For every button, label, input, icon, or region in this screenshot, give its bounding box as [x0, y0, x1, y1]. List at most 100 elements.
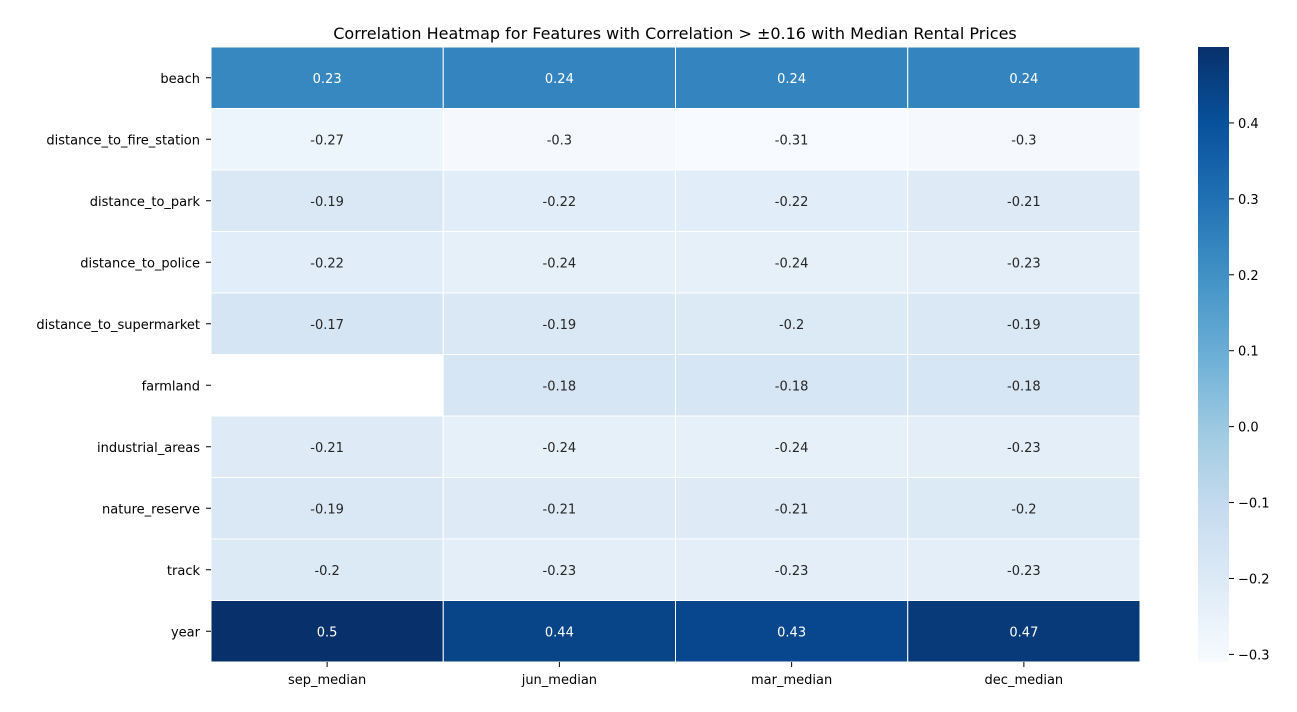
colorbar-tick-label: 0.1	[1238, 345, 1259, 360]
cell-value-label: -0.21	[775, 502, 809, 517]
colorbar-ticks: 0.4 0.3 0.2 0.1 0.0 −0.1 −0.2 −0.3	[1229, 117, 1270, 663]
heatmap-cell	[442, 292, 676, 355]
heatmap-cell	[907, 477, 1141, 540]
cell-value-label: 0.23	[313, 72, 342, 87]
colorbar-gradient	[1198, 47, 1229, 662]
heatmap-cell	[675, 46, 909, 109]
heatmap-cell	[675, 354, 909, 417]
cell-value-label: 0.24	[777, 72, 806, 87]
cell-value-label: -0.2	[779, 318, 804, 333]
cell-value-label: -0.22	[310, 256, 344, 271]
row-label: year	[171, 625, 201, 640]
row-label: track	[167, 564, 201, 579]
heatmap-cell	[907, 169, 1141, 232]
column-label: mar_median	[751, 673, 832, 688]
cell-value-label: -0.17	[310, 318, 344, 333]
colorbar-tick-label: 0.0	[1238, 421, 1259, 436]
heatmap-cell	[442, 600, 676, 663]
column-label: jun_median	[521, 673, 597, 688]
cell-value-label: -0.23	[1007, 256, 1041, 271]
heatmap-cell	[210, 46, 444, 109]
cell-value-label: 0.43	[777, 625, 806, 640]
cell-value-label: -0.2	[1011, 502, 1036, 517]
heatmap-cell	[675, 292, 909, 355]
heatmap-cell-empty	[211, 354, 444, 416]
heatmap-cell	[907, 415, 1141, 478]
cell-value-label: -0.18	[1007, 379, 1041, 394]
heatmap-cell	[442, 46, 676, 109]
cell-value-label: -0.3	[1011, 133, 1036, 148]
column-label: sep_median	[288, 673, 366, 688]
cell-value-label: -0.24	[775, 256, 809, 271]
heatmap-cell	[442, 231, 676, 294]
colorbar-tick-label: −0.2	[1238, 572, 1270, 587]
row-label: industrial_areas	[97, 441, 200, 456]
heatmap-cell	[442, 354, 676, 417]
heatmap-cell	[210, 477, 444, 540]
row-label: distance_to_fire_station	[46, 133, 200, 148]
heatmap-cell	[907, 354, 1141, 417]
heatmap-cell	[442, 477, 676, 540]
row-label: farmland	[142, 379, 200, 394]
cell-value-label: -0.23	[543, 564, 577, 579]
cell-value-label: -0.24	[775, 441, 809, 456]
cell-value-label: -0.31	[775, 133, 809, 148]
cell-value-label: -0.18	[543, 379, 577, 394]
cell-value-label: -0.27	[310, 133, 344, 148]
cell-value-label: 0.24	[545, 72, 574, 87]
cell-value-label: -0.19	[310, 195, 344, 210]
cell-value-label: 0.5	[317, 625, 338, 640]
cell-value-label: -0.19	[1007, 318, 1041, 333]
row-label: distance_to_police	[80, 256, 200, 271]
heatmap-cell	[442, 108, 676, 171]
heatmap-cell	[442, 415, 676, 478]
colorbar-tick-label: −0.1	[1238, 497, 1270, 512]
heatmap-cell	[907, 108, 1141, 171]
cell-value-label: -0.3	[547, 133, 572, 148]
colorbar-tick-label: 0.4	[1238, 117, 1259, 132]
column-label: dec_median	[985, 673, 1064, 688]
cell-value-label: -0.22	[543, 195, 577, 210]
heatmap-cell	[210, 292, 444, 355]
row-label: beach	[160, 72, 200, 87]
colorbar: 0.4 0.3 0.2 0.1 0.0 −0.1 −0.2 −0.3	[1198, 47, 1270, 663]
cell-value-label: -0.19	[310, 502, 344, 517]
heatmap-cell	[675, 600, 909, 663]
heatmap-cell	[907, 46, 1141, 109]
cell-value-label: -0.22	[775, 195, 809, 210]
cell-value-label: -0.23	[1007, 441, 1041, 456]
heatmap-cell	[907, 231, 1141, 294]
row-label: distance_to_supermarket	[36, 318, 200, 333]
cell-value-label: -0.19	[543, 318, 577, 333]
chart-title: Correlation Heatmap for Features with Co…	[333, 24, 1017, 43]
cell-value-label: -0.21	[310, 441, 344, 456]
heatmap-cell	[210, 108, 444, 171]
cell-value-label: 0.24	[1009, 72, 1038, 87]
colorbar-tick-label: 0.3	[1238, 193, 1259, 208]
cell-value-label: -0.24	[543, 256, 577, 271]
cell-value-label: -0.23	[775, 564, 809, 579]
heatmap-cell	[907, 538, 1141, 601]
heatmap-cell	[675, 231, 909, 294]
cell-value-label: -0.21	[543, 502, 577, 517]
cell-value-label: 0.44	[545, 625, 574, 640]
heatmap-cell	[210, 231, 444, 294]
cell-value-label: -0.23	[1007, 564, 1041, 579]
row-labels: beach distance_to_fire_station distance_to…	[36, 72, 211, 640]
cell-value-label: -0.2	[314, 564, 339, 579]
heatmap-cell	[210, 600, 444, 663]
row-label: distance_to_park	[90, 195, 201, 210]
colorbar-tick-label: 0.2	[1238, 269, 1259, 284]
cell-value-label: -0.24	[543, 441, 577, 456]
cell-value-label: -0.18	[775, 379, 809, 394]
row-label: nature_reserve	[102, 502, 200, 517]
cell-value-label: 0.47	[1009, 625, 1038, 640]
column-labels: sep_median jun_median mar_median dec_median	[288, 662, 1063, 688]
heatmap-cells: 0.23 0.24 0.24 0.24 -0.27 -0.3 -0.31 -0.3 -0.19 -…	[210, 46, 1141, 663]
cell-value-label: -0.21	[1007, 195, 1041, 210]
heatmap-cell	[907, 600, 1141, 663]
heatmap-cell	[442, 169, 676, 232]
colorbar-tick-label: −0.3	[1238, 648, 1270, 663]
heatmap-cell	[907, 292, 1141, 355]
